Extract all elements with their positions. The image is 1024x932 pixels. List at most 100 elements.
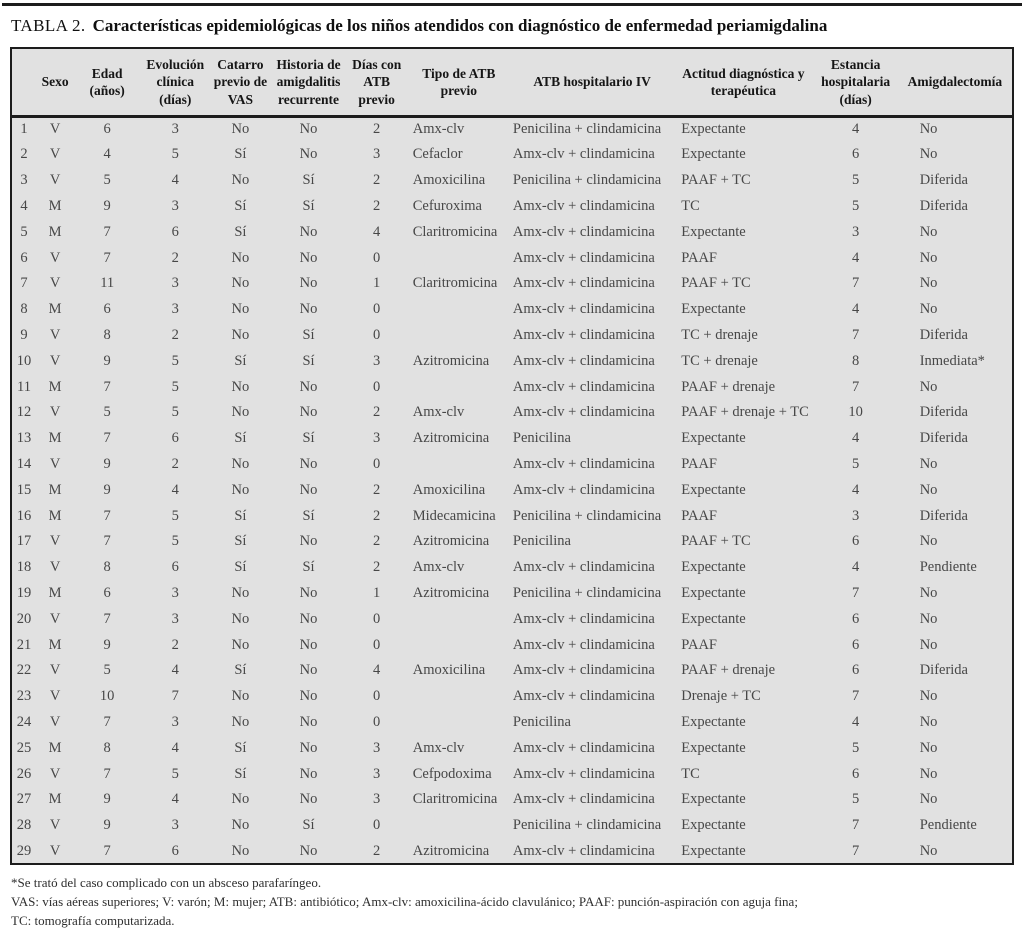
table-cell: No [299, 714, 318, 731]
table-cell: No [231, 301, 250, 318]
table-cell: No [919, 688, 938, 705]
table-cell: No [919, 456, 938, 473]
table-cell: 7 [851, 817, 860, 834]
table-cell [407, 684, 511, 710]
table-cell: Amx-clv + clindamicina [512, 223, 655, 240]
table-row: 23 V 10 7 No No 0 Amx-clv + clindamicina Drenaje… [11, 684, 1013, 710]
table-cell: PAAF [681, 636, 717, 653]
table-cell: 3 [373, 352, 381, 369]
footnotes: *Se trató del caso complicado con un abs… [11, 874, 1014, 931]
footnote-asterisk: *Se trató del caso complicado con un abs… [11, 875, 322, 891]
table-cell: 2 [373, 533, 381, 550]
table-cell: No [919, 533, 938, 550]
table-row: 19 M 6 3 No No 1 Azitromicina Penicilina + clind… [11, 581, 1013, 607]
table-cell: M [48, 430, 62, 447]
table-cell: 7 [851, 327, 860, 344]
table-cell: 3 [171, 198, 179, 215]
table-cell: Amx-clv + clindamicina [512, 739, 655, 756]
table-cell: No [919, 791, 938, 808]
table-cell: V [49, 352, 61, 369]
table-cell: Amx-clv + clindamicina [512, 456, 655, 473]
table-cell: 7 [103, 610, 111, 627]
table-cell: No [231, 791, 250, 808]
table-cell: 4 [851, 301, 860, 318]
table-cell: Sí [234, 765, 247, 782]
table-row: 26 V 7 5 Sí No 3 Cefpodoxima Amx-clv + clindamic… [11, 761, 1013, 787]
table-cell: 2 [171, 327, 179, 344]
table-cell: 3 [171, 301, 179, 318]
table-cell: 5 [20, 223, 28, 240]
table-cell: Sí [234, 662, 247, 679]
table-cell: No [919, 275, 938, 292]
table-cell: 0 [373, 636, 381, 653]
table-cell: No [299, 739, 318, 756]
table-cell: Azitromicina [412, 842, 490, 859]
table-cell: V [49, 327, 61, 344]
table-cell: Sí [302, 559, 315, 576]
table-cell: Amx-clv + clindamicina [512, 352, 655, 369]
table-cell: 3 [20, 172, 28, 189]
table-row: 14 V 9 2 No No 0 Amx-clv + clindamicina PAAF 5 No [11, 452, 1013, 478]
column-header [11, 48, 36, 116]
table-cell: No [231, 456, 250, 473]
table-cell: Amx-clv + clindamicina [512, 404, 655, 421]
table-cell: V [49, 172, 61, 189]
table-cell: TC + drenaje [681, 327, 758, 344]
table-cell: No [919, 481, 938, 498]
table-cell: No [299, 404, 318, 421]
table-cell: 7 [851, 842, 860, 859]
table-cell: 5 [171, 507, 179, 524]
table-cell: Penicilina + clindamicina [512, 172, 662, 189]
table-cell: Midecamicina [412, 507, 496, 524]
table-cell: Sí [302, 327, 315, 344]
table-cell: 3 [851, 223, 860, 240]
table-cell: Amx-clv + clindamicina [512, 842, 655, 859]
table-cell: Amoxicilina [412, 481, 486, 498]
column-header: Amigdalectomía [907, 74, 1003, 90]
table-cell: Amx-clv + clindamicina [512, 559, 655, 576]
table-cell: Penicilina [512, 533, 571, 550]
table-cell: Amx-clv + clindamicina [512, 249, 655, 266]
table-row: 3 V 5 4 No Sí 2 Amoxicilina Penicilina + clindam… [11, 168, 1013, 194]
table-cell: Azitromicina [412, 430, 490, 447]
table-cell: 4 [171, 791, 179, 808]
table-cell: 9 [103, 198, 111, 215]
table-cell: No [299, 765, 318, 782]
table-cell: Amoxicilina [412, 662, 486, 679]
table-cell: 3 [171, 817, 179, 834]
table-cell: 5 [851, 456, 860, 473]
table-cell: 3 [171, 714, 179, 731]
table-cell: 2 [171, 636, 179, 653]
table-cell: V [49, 456, 61, 473]
footnote-abbreviations: VAS: vías aéreas superiores; V: varón; M… [11, 894, 798, 910]
table-cell: 14 [16, 456, 32, 473]
table-cell: Sí [234, 739, 247, 756]
table-cell: No [919, 249, 938, 266]
table-cell: V [49, 275, 61, 292]
table-row: 10 V 9 5 Sí Sí 3 Azitromicina Amx-clv + clindami… [11, 348, 1013, 374]
table-cell: 7 [103, 714, 111, 731]
table-cell: 0 [373, 688, 381, 705]
table-cell: No [919, 146, 938, 163]
table-cell: No [299, 146, 318, 163]
table-row: 25 M 8 4 Sí No 3 Amx-clv Amx-clv + clindamicina E… [11, 735, 1013, 761]
table-cell: 8 [103, 739, 111, 756]
table-cell: 19 [16, 585, 32, 602]
table-cell: Penicilina [512, 430, 571, 447]
table-cell: 2 [373, 121, 381, 138]
table-row: 28 V 9 3 No Sí 0 Penicilina + clindamicina Expec… [11, 813, 1013, 839]
table-cell: No [231, 327, 250, 344]
table-cell: Diferida [919, 507, 968, 524]
table-cell: 4 [373, 223, 381, 240]
table-cell: No [231, 481, 250, 498]
table-cell: No [299, 791, 318, 808]
table-cell: Amx-clv + clindamicina [512, 662, 655, 679]
table-cell: 7 [103, 533, 111, 550]
table-cell [407, 632, 511, 658]
table-cell: V [49, 662, 61, 679]
table-cell: 22 [16, 662, 32, 679]
table-cell: 7 [103, 223, 111, 240]
table-cell: Sí [302, 172, 315, 189]
table-cell: 0 [373, 301, 381, 318]
table-cell: Drenaje + TC [681, 688, 761, 705]
